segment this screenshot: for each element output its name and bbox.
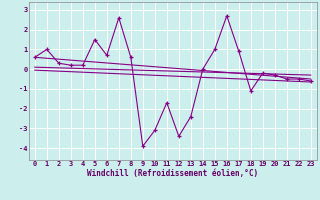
- X-axis label: Windchill (Refroidissement éolien,°C): Windchill (Refroidissement éolien,°C): [87, 169, 258, 178]
